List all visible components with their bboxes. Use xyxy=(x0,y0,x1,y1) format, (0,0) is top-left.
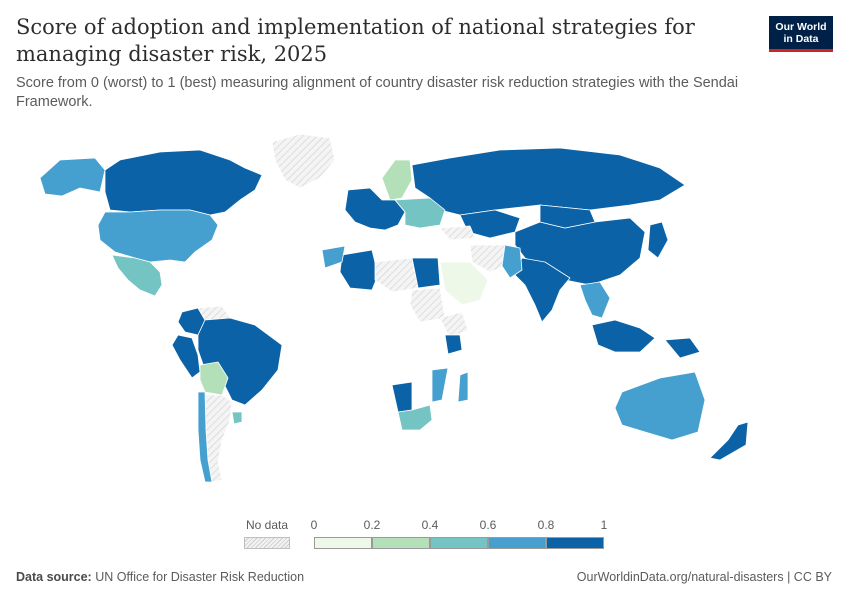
owid-logo[interactable]: Our World in Data xyxy=(769,16,833,52)
legend-bin-0[interactable] xyxy=(314,537,372,549)
country-alaska[interactable] xyxy=(39,157,106,197)
legend-tick-3: 0.6 xyxy=(479,518,497,532)
country-brazil[interactable] xyxy=(197,317,283,406)
country-papua-new-guinea[interactable] xyxy=(664,337,701,359)
chart-subtitle: Score from 0 (worst) to 1 (best) measuri… xyxy=(16,75,739,110)
country-united-states[interactable] xyxy=(97,209,219,263)
country-chile[interactable] xyxy=(197,391,213,483)
data-source-value: UN Office for Disaster Risk Reduction xyxy=(95,570,305,584)
country-morocco[interactable] xyxy=(321,245,346,269)
country-southeast-asia[interactable] xyxy=(579,281,611,319)
country-saudi-arabia[interactable] xyxy=(439,261,489,306)
country-south-africa[interactable] xyxy=(397,404,433,431)
country-libya[interactable] xyxy=(374,257,419,293)
country-turkey[interactable] xyxy=(439,225,476,241)
legend-tick-2: 0.4 xyxy=(421,518,439,532)
country-greenland[interactable] xyxy=(271,133,336,189)
legend-bin-3[interactable] xyxy=(488,537,546,549)
country-peru[interactable] xyxy=(171,334,201,379)
country-uruguay[interactable] xyxy=(231,411,243,425)
legend-tick-5: 1 xyxy=(600,518,608,532)
legend-tick-0: 0 xyxy=(310,518,318,532)
world-map[interactable] xyxy=(0,128,850,503)
chart-title: Score of adoption and implementation of … xyxy=(16,15,695,66)
country-kenya[interactable] xyxy=(444,334,463,355)
country-new-zealand[interactable] xyxy=(709,421,749,461)
country-sudan[interactable] xyxy=(409,287,446,323)
country-ethiopia[interactable] xyxy=(439,311,469,339)
country-canada[interactable] xyxy=(104,149,263,216)
country-mozambique[interactable] xyxy=(431,367,449,403)
legend-no-data-label: No data xyxy=(245,518,289,532)
country-india[interactable] xyxy=(514,257,571,323)
country-namibia[interactable] xyxy=(391,381,413,413)
country-mongolia[interactable] xyxy=(539,204,596,229)
legend-bin-4[interactable] xyxy=(546,537,604,549)
legend-bin-1[interactable] xyxy=(372,537,430,549)
country-mexico[interactable] xyxy=(111,254,163,297)
legend-no-data-swatch[interactable] xyxy=(244,537,290,549)
data-source: Data source: UN Office for Disaster Risk… xyxy=(16,570,304,584)
country-russia[interactable] xyxy=(411,147,686,216)
country-eastern-europe[interactable] xyxy=(394,197,446,229)
legend-bin-2[interactable] xyxy=(430,537,488,549)
country-iran[interactable] xyxy=(469,244,509,273)
legend-tick-4: 0.8 xyxy=(537,518,555,532)
country-indonesia[interactable] xyxy=(591,319,656,353)
country-madagascar[interactable] xyxy=(457,371,469,403)
source-link[interactable]: OurWorldinData.org/natural-disasters | C… xyxy=(576,570,832,584)
data-source-label: Data source: xyxy=(16,570,92,584)
legend: No data 0 0.2 0.4 0.6 0.8 1 xyxy=(240,515,620,555)
logo-line-2: in Data xyxy=(783,32,819,45)
logo-line-1: Our World xyxy=(775,20,827,33)
country-algeria[interactable] xyxy=(339,249,379,291)
country-western-europe[interactable] xyxy=(344,187,406,231)
country-japan[interactable] xyxy=(647,221,669,259)
legend-tick-1: 0.2 xyxy=(363,518,381,532)
country-pakistan[interactable] xyxy=(501,244,523,279)
country-australia[interactable] xyxy=(614,371,706,441)
country-scandinavia[interactable] xyxy=(381,159,413,201)
